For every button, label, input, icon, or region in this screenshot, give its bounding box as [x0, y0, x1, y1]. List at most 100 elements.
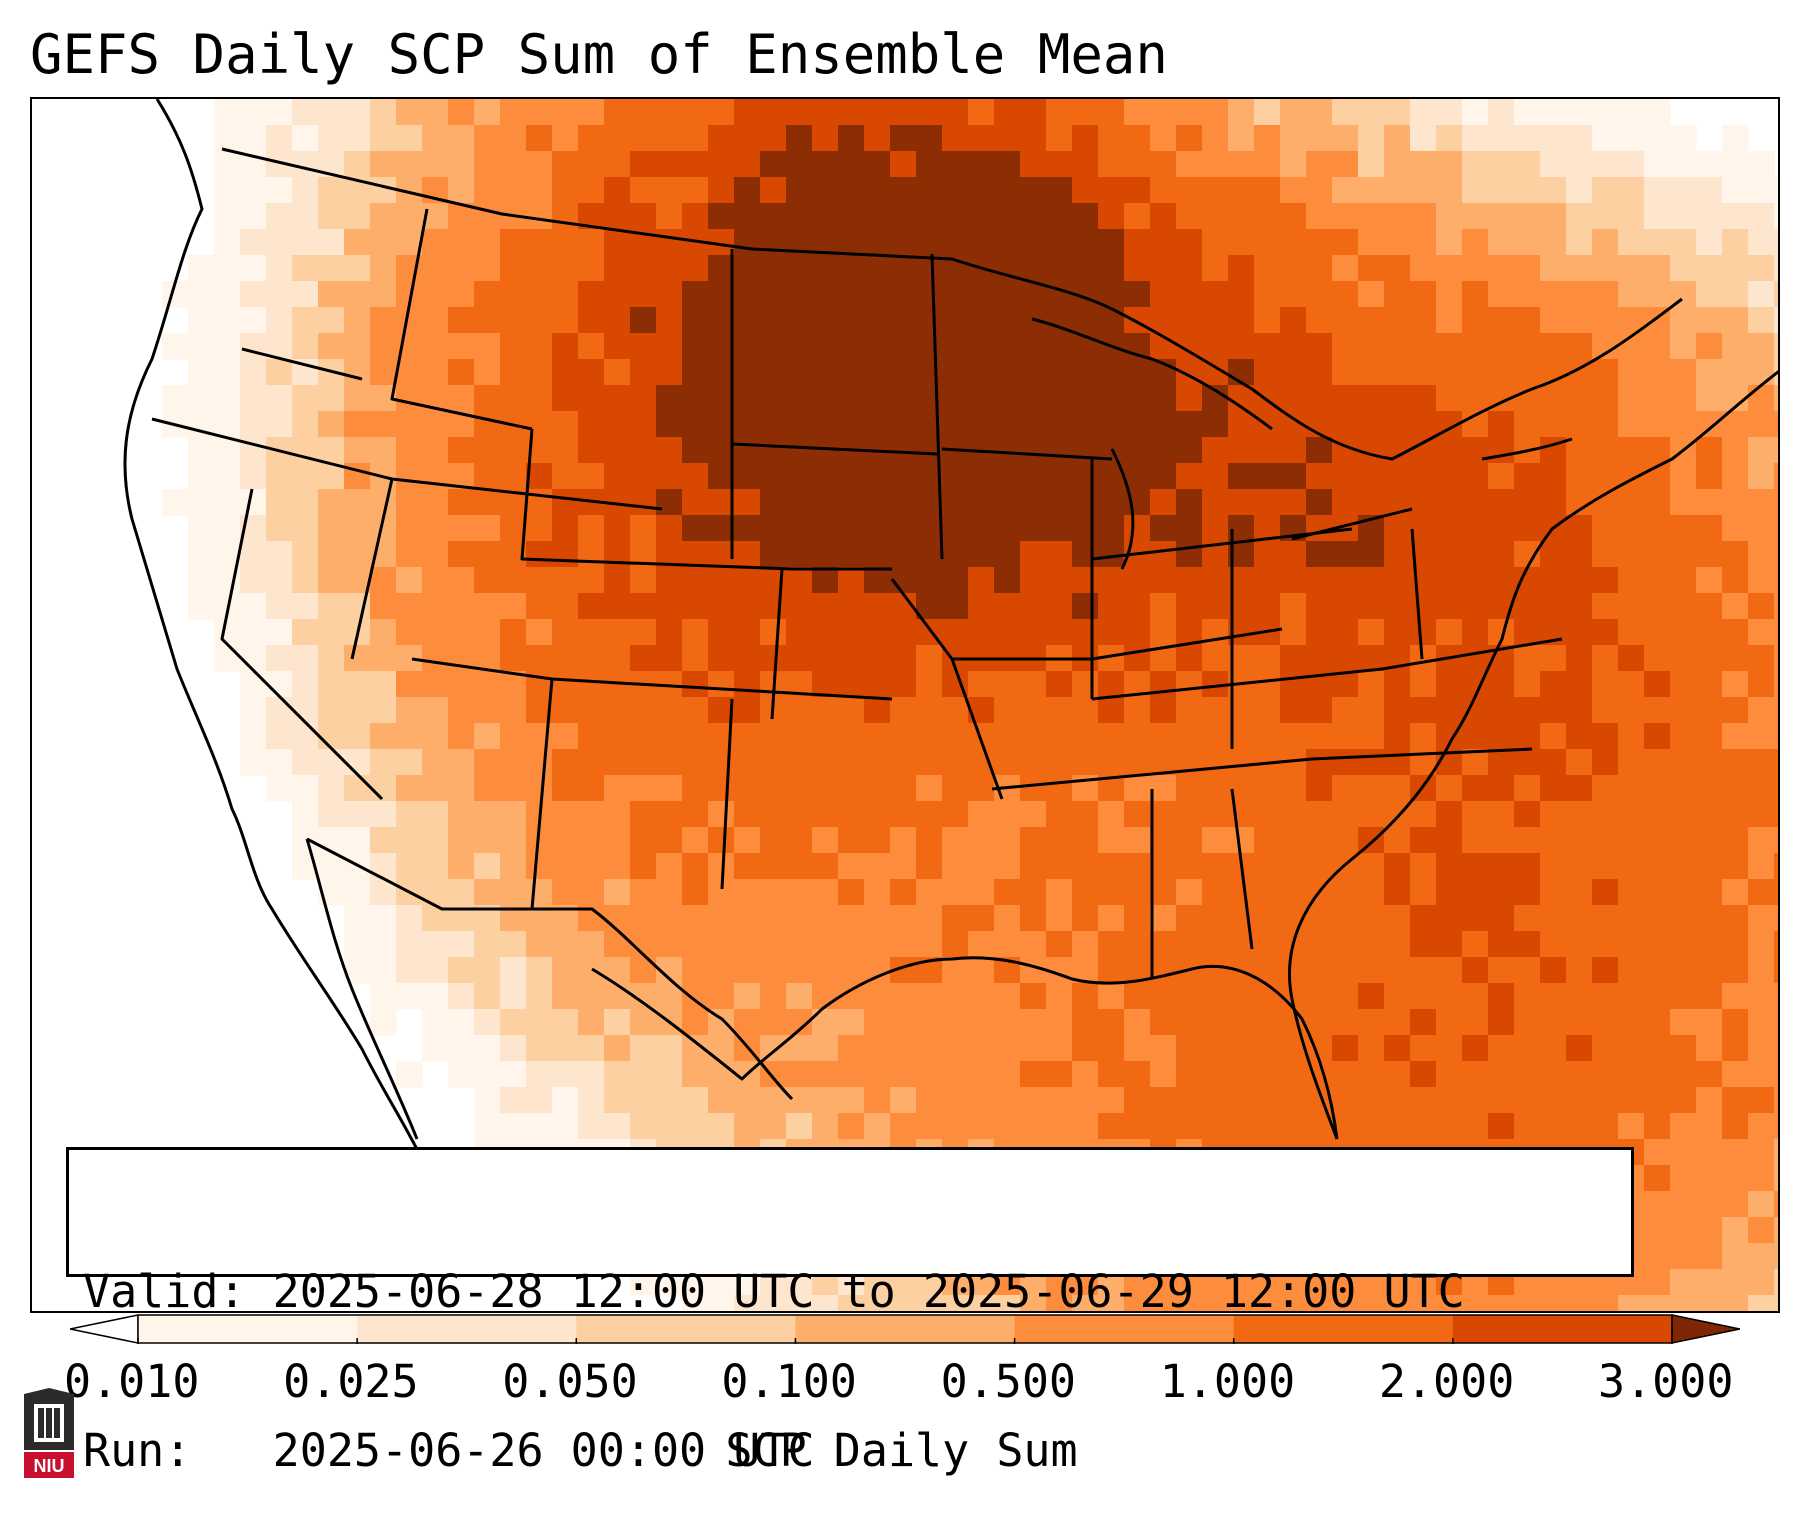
- scp-grid-cell: [1618, 1295, 1645, 1311]
- scp-grid-cell: [916, 697, 943, 724]
- scp-grid-cell: [1748, 827, 1775, 854]
- scp-grid-cell: [812, 853, 839, 880]
- scp-grid-cell: [890, 775, 917, 802]
- scp-grid-cell: [1280, 1061, 1307, 1088]
- scp-grid-cell: [1488, 931, 1515, 958]
- scp-grid-cell: [604, 307, 631, 334]
- scp-grid-cell: [370, 619, 397, 646]
- state-border-east: [941, 447, 1563, 979]
- scp-grid-cell: [578, 1087, 605, 1114]
- scp-grid-cell: [1566, 1113, 1593, 1140]
- scp-grid-cell: [1462, 151, 1489, 178]
- scp-grid-cell: [1514, 1009, 1541, 1036]
- scp-grid-cell: [1332, 1087, 1359, 1114]
- scp-grid-cell: [1618, 489, 1645, 516]
- scp-grid-cell: [370, 333, 397, 360]
- scp-grid-cell: [604, 1035, 631, 1062]
- scp-grid-cell: [630, 515, 657, 542]
- scp-grid-cell: [1176, 411, 1203, 438]
- scp-grid-cell: [344, 99, 371, 126]
- scp-grid-cell: [318, 723, 345, 750]
- scp-grid-cell: [578, 99, 605, 126]
- scp-grid-cell: [396, 905, 423, 932]
- scp-grid-cell: [1722, 177, 1749, 204]
- scp-grid-cell: [396, 983, 423, 1010]
- scp-grid-cell: [890, 151, 917, 178]
- scp-grid-cell: [1124, 853, 1151, 880]
- scp-grid-cell: [1384, 1061, 1411, 1088]
- scp-grid-cell: [968, 619, 995, 646]
- scp-grid-cell: [968, 775, 995, 802]
- scp-grid-cell: [1202, 801, 1229, 828]
- scp-grid-cell: [1384, 229, 1411, 256]
- scp-grid-cell: [1514, 723, 1541, 750]
- scp-grid-cell: [864, 411, 891, 438]
- scp-grid-cell: [760, 879, 787, 906]
- scp-grid-cell: [1592, 957, 1619, 984]
- colorbar-tick-label: 0.100: [721, 1355, 857, 1408]
- scp-grid-cell: [370, 853, 397, 880]
- scp-grid-cell: [916, 229, 943, 256]
- scp-grid-cell: [734, 983, 761, 1010]
- scp-grid-cell: [318, 749, 345, 776]
- scp-grid-cell: [1046, 489, 1073, 516]
- scp-grid-cell: [812, 203, 839, 230]
- scp-grid-cell: [1358, 541, 1385, 568]
- scp-grid-cell: [1514, 1035, 1541, 1062]
- scp-grid-cell: [1280, 1295, 1307, 1311]
- map-panel[interactable]: [30, 97, 1780, 1313]
- scp-grid-cell: [370, 723, 397, 750]
- scp-grid-cell: [1202, 229, 1229, 256]
- scp-grid-cell: [500, 1009, 527, 1036]
- scp-grid-cell: [734, 437, 761, 464]
- scp-grid-cell: [578, 853, 605, 880]
- scp-grid-cell: [968, 671, 995, 698]
- scp-grid-cell: [1670, 1061, 1697, 1088]
- scp-grid-cell: [552, 359, 579, 386]
- scp-grid-cell: [942, 229, 969, 256]
- scp-grid-cell: [370, 99, 397, 126]
- scp-grid-cell: [1332, 671, 1359, 698]
- scp-grid-cell: [942, 697, 969, 724]
- scp-grid-cell: [1280, 1087, 1307, 1114]
- scp-grid-cell: [1566, 827, 1593, 854]
- scp-grid-cell: [266, 541, 293, 568]
- scp-grid-cell: [1150, 1061, 1177, 1088]
- scp-grid-cell: [1696, 437, 1723, 464]
- scp-grid-cell: [604, 905, 631, 932]
- scp-grid-cell: [1202, 125, 1229, 152]
- scp-grid-cell: [1566, 801, 1593, 828]
- scp-grid-cell: [708, 333, 735, 360]
- scp-grid-cell: [214, 411, 241, 438]
- scp-grid-cell: [1332, 1061, 1359, 1088]
- scp-grid-cell: [734, 359, 761, 386]
- scp-grid-cell: [1228, 1087, 1255, 1114]
- scp-grid-cell: [1592, 827, 1619, 854]
- scp-grid-cell: [318, 567, 345, 594]
- scp-grid-cell: [656, 801, 683, 828]
- scp-grid-cell: [942, 177, 969, 204]
- scp-grid-cell: [708, 463, 735, 490]
- scp-grid-cell: [240, 281, 267, 308]
- scp-grid-cell: [1722, 463, 1749, 490]
- scp-grid-cell: [1436, 567, 1463, 594]
- scp-grid-cell: [552, 619, 579, 646]
- scp-grid-cell: [1410, 1009, 1437, 1036]
- scp-grid-cell: [1696, 1061, 1723, 1088]
- scp-grid-cell: [916, 151, 943, 178]
- colorbar-segment: [795, 1315, 1016, 1343]
- scp-grid-cell: [1592, 437, 1619, 464]
- scp-grid-cell: [526, 229, 553, 256]
- scp-grid-cell: [1540, 411, 1567, 438]
- gulf-coastline: [591, 956, 1339, 1140]
- scp-grid-cell: [812, 1113, 839, 1140]
- scp-grid-cell: [1722, 905, 1749, 932]
- scp-grid-cell: [1722, 567, 1749, 594]
- scp-grid-cell: [1046, 905, 1073, 932]
- scp-grid-cell: [994, 203, 1021, 230]
- scp-grid-cell: [1618, 99, 1645, 126]
- scp-grid-cell: [1202, 853, 1229, 880]
- scp-grid-cell: [1280, 125, 1307, 152]
- scp-grid-cell: [1488, 905, 1515, 932]
- scp-grid-cell: [1696, 931, 1723, 958]
